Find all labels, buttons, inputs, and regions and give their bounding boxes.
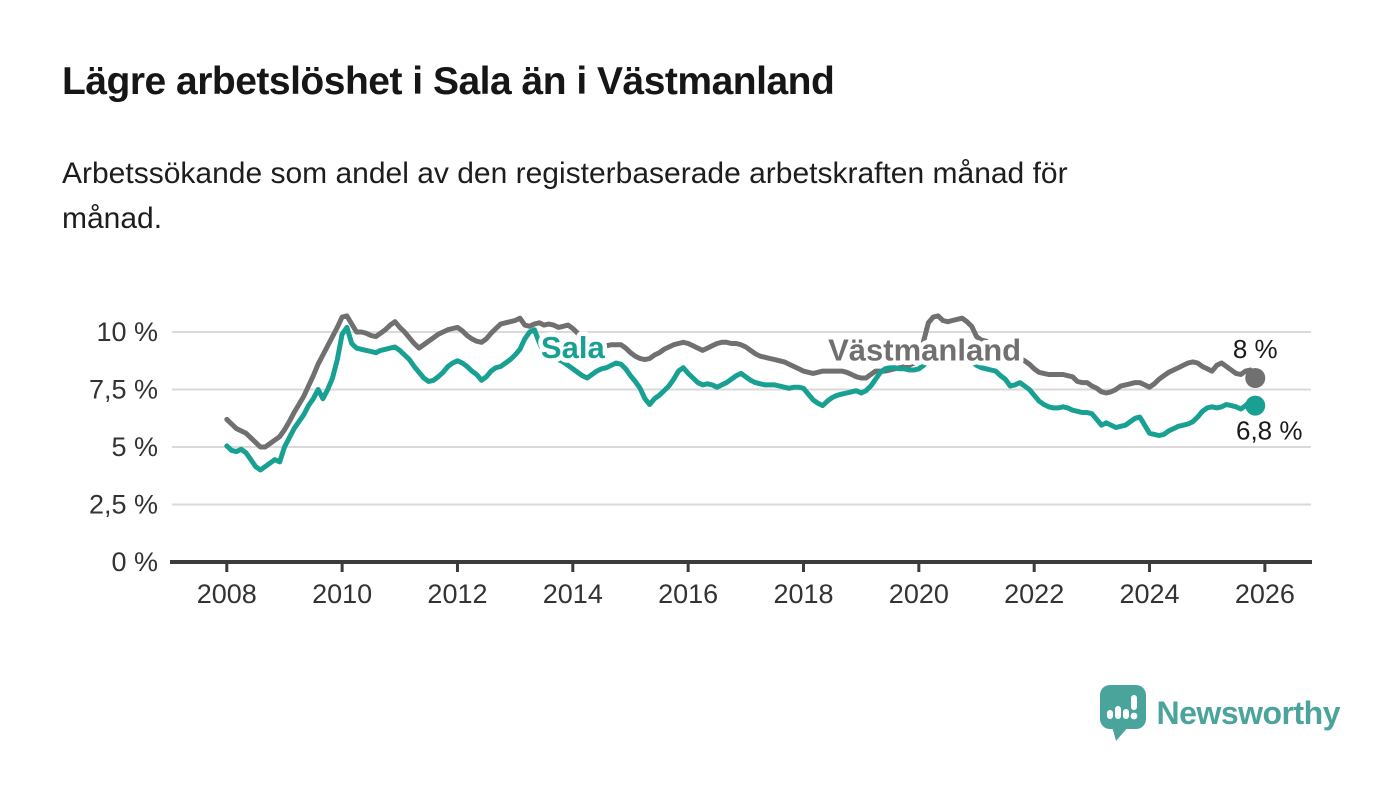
series-line-vastmanland xyxy=(224,313,1258,450)
newsworthy-wordmark: Newsworthy xyxy=(1156,694,1341,731)
x-axis-tick-label: 2012 xyxy=(427,579,487,609)
chart-subtitle-line-1: Arbetssökande som andel av den registerb… xyxy=(62,157,1068,190)
newsworthy-logo-icon xyxy=(1099,685,1146,741)
page-title: Lägre arbetslöshet i Sala än i Västmanla… xyxy=(62,60,835,103)
x-axis-tick-label: 2016 xyxy=(658,579,718,609)
series-label-sala: Sala xyxy=(541,330,606,365)
newsworthy-logo: Newsworthy xyxy=(1099,684,1341,742)
series-end-dot-sala xyxy=(1245,395,1266,416)
end-value-label-vastmanland: 8 % xyxy=(1233,334,1278,364)
chart-subtitle-line-2: månad. xyxy=(62,202,163,235)
series-line-sala xyxy=(224,324,1258,473)
y-axis-tick-label: 0 % xyxy=(111,547,158,577)
x-axis-tick-label: 2010 xyxy=(312,579,372,609)
unemployment-line-chart: 0 % 2,5 % 5 % 7,5 % 10 % 2008 2010 2012 2014 2016… xyxy=(89,313,1312,609)
x-axis-tick-label: 2022 xyxy=(1004,579,1064,609)
series-end-dot-vastmanland xyxy=(1245,368,1266,388)
y-axis-tick-label: 7,5 % xyxy=(89,375,158,405)
x-axis-tick-label: 2014 xyxy=(543,579,603,609)
x-axis-tick-label: 2020 xyxy=(889,579,949,609)
x-axis-tick-label: 2008 xyxy=(197,579,257,609)
series-label-vastmanland: Västmanland xyxy=(828,332,1021,367)
end-value-label-sala: 6,8 % xyxy=(1236,416,1303,446)
y-axis-tick-label: 10 % xyxy=(96,317,158,347)
x-axis-tick-label: 2024 xyxy=(1119,579,1179,609)
x-axis-tick-label: 2026 xyxy=(1235,579,1295,609)
y-axis-tick-label: 2,5 % xyxy=(89,490,158,520)
chart-area: 0 % 2,5 % 5 % 7,5 % 10 % 2008 2010 2012 2014 2016… xyxy=(0,278,1400,618)
y-axis-tick-label: 5 % xyxy=(111,432,158,462)
x-axis-tick-label: 2018 xyxy=(773,579,833,609)
chart-subtitle: Arbetssökande som andel av den registerb… xyxy=(62,151,1068,241)
